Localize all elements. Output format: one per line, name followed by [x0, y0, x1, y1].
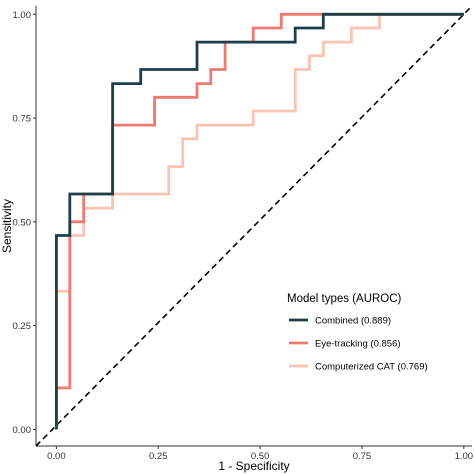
legend-label: Computerized CAT (0.769) [315, 362, 428, 373]
y-axis-title: Sensitivity [0, 199, 14, 253]
legend: Model types (AUROC) Combined (0.889) Eye-… [287, 293, 428, 373]
series-line [55, 12, 464, 430]
reference-diagonal-line [35, 5, 473, 447]
y-tick-label: 1.00 [13, 10, 32, 21]
x-tick-label: 0.25 [149, 451, 168, 462]
series-layer [55, 12, 464, 430]
x-tick-label: 0.00 [47, 451, 66, 462]
y-tick-label: 0.75 [13, 114, 32, 125]
x-axis-title: 1 - Specificity [218, 459, 289, 473]
y-ticks: 0.00 0.25 0.50 0.75 1.00 [13, 10, 36, 436]
y-tick-label: 0.25 [13, 321, 32, 332]
x-tick-label: 0.50 [251, 451, 270, 462]
x-tick-label: 1.00 [455, 451, 474, 462]
legend-items: Combined (0.889) Eye-tracking (0.856) Comp… [289, 316, 428, 373]
y-tick-label: 0.50 [13, 217, 32, 228]
series-line [55, 12, 464, 430]
legend-title: Model types (AUROC) [287, 293, 402, 305]
x-ticks: 0.00 0.25 0.50 0.75 1.00 [47, 446, 473, 462]
y-tick-label: 0.00 [13, 425, 32, 436]
plot-area: 0.00 0.25 0.50 0.75 1.00 0.00 0.25 0.50 0.75 1.0… [13, 5, 473, 462]
series-line [55, 12, 464, 430]
legend-label: Eye-tracking (0.856) [315, 339, 401, 350]
legend-label: Combined (0.889) [315, 316, 391, 327]
x-tick-label: 0.75 [353, 451, 372, 462]
